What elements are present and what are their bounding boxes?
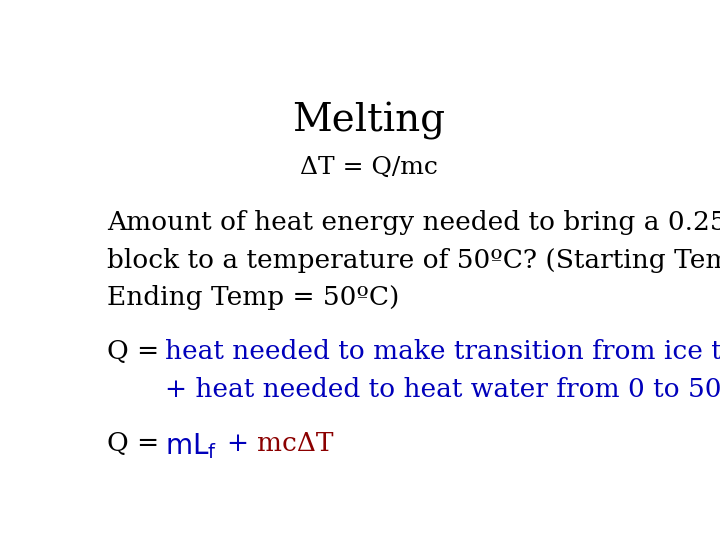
- Text: $\rm mL_f$: $\rm mL_f$: [166, 431, 217, 461]
- Text: block to a temperature of 50ºC? (Starting Temp = 0ºC: block to a temperature of 50ºC? (Startin…: [107, 248, 720, 273]
- Text: heat needed to make transition from ice to water: heat needed to make transition from ice …: [166, 339, 720, 364]
- Text: Melting: Melting: [292, 102, 446, 140]
- Text: Q =: Q =: [107, 431, 159, 456]
- Text: +: +: [227, 431, 248, 456]
- Text: + heat needed to heat water from 0 to 50 ºC: + heat needed to heat water from 0 to 50…: [166, 377, 720, 402]
- Text: ΔT = Q/mc: ΔT = Q/mc: [300, 156, 438, 179]
- Text: mcΔT: mcΔT: [258, 431, 334, 456]
- Text: Ending Temp = 50ºC): Ending Temp = 50ºC): [107, 285, 399, 310]
- Text: Q =: Q =: [107, 339, 159, 364]
- Text: Amount of heat energy needed to bring a 0.25 kg ice: Amount of heat energy needed to bring a …: [107, 210, 720, 235]
